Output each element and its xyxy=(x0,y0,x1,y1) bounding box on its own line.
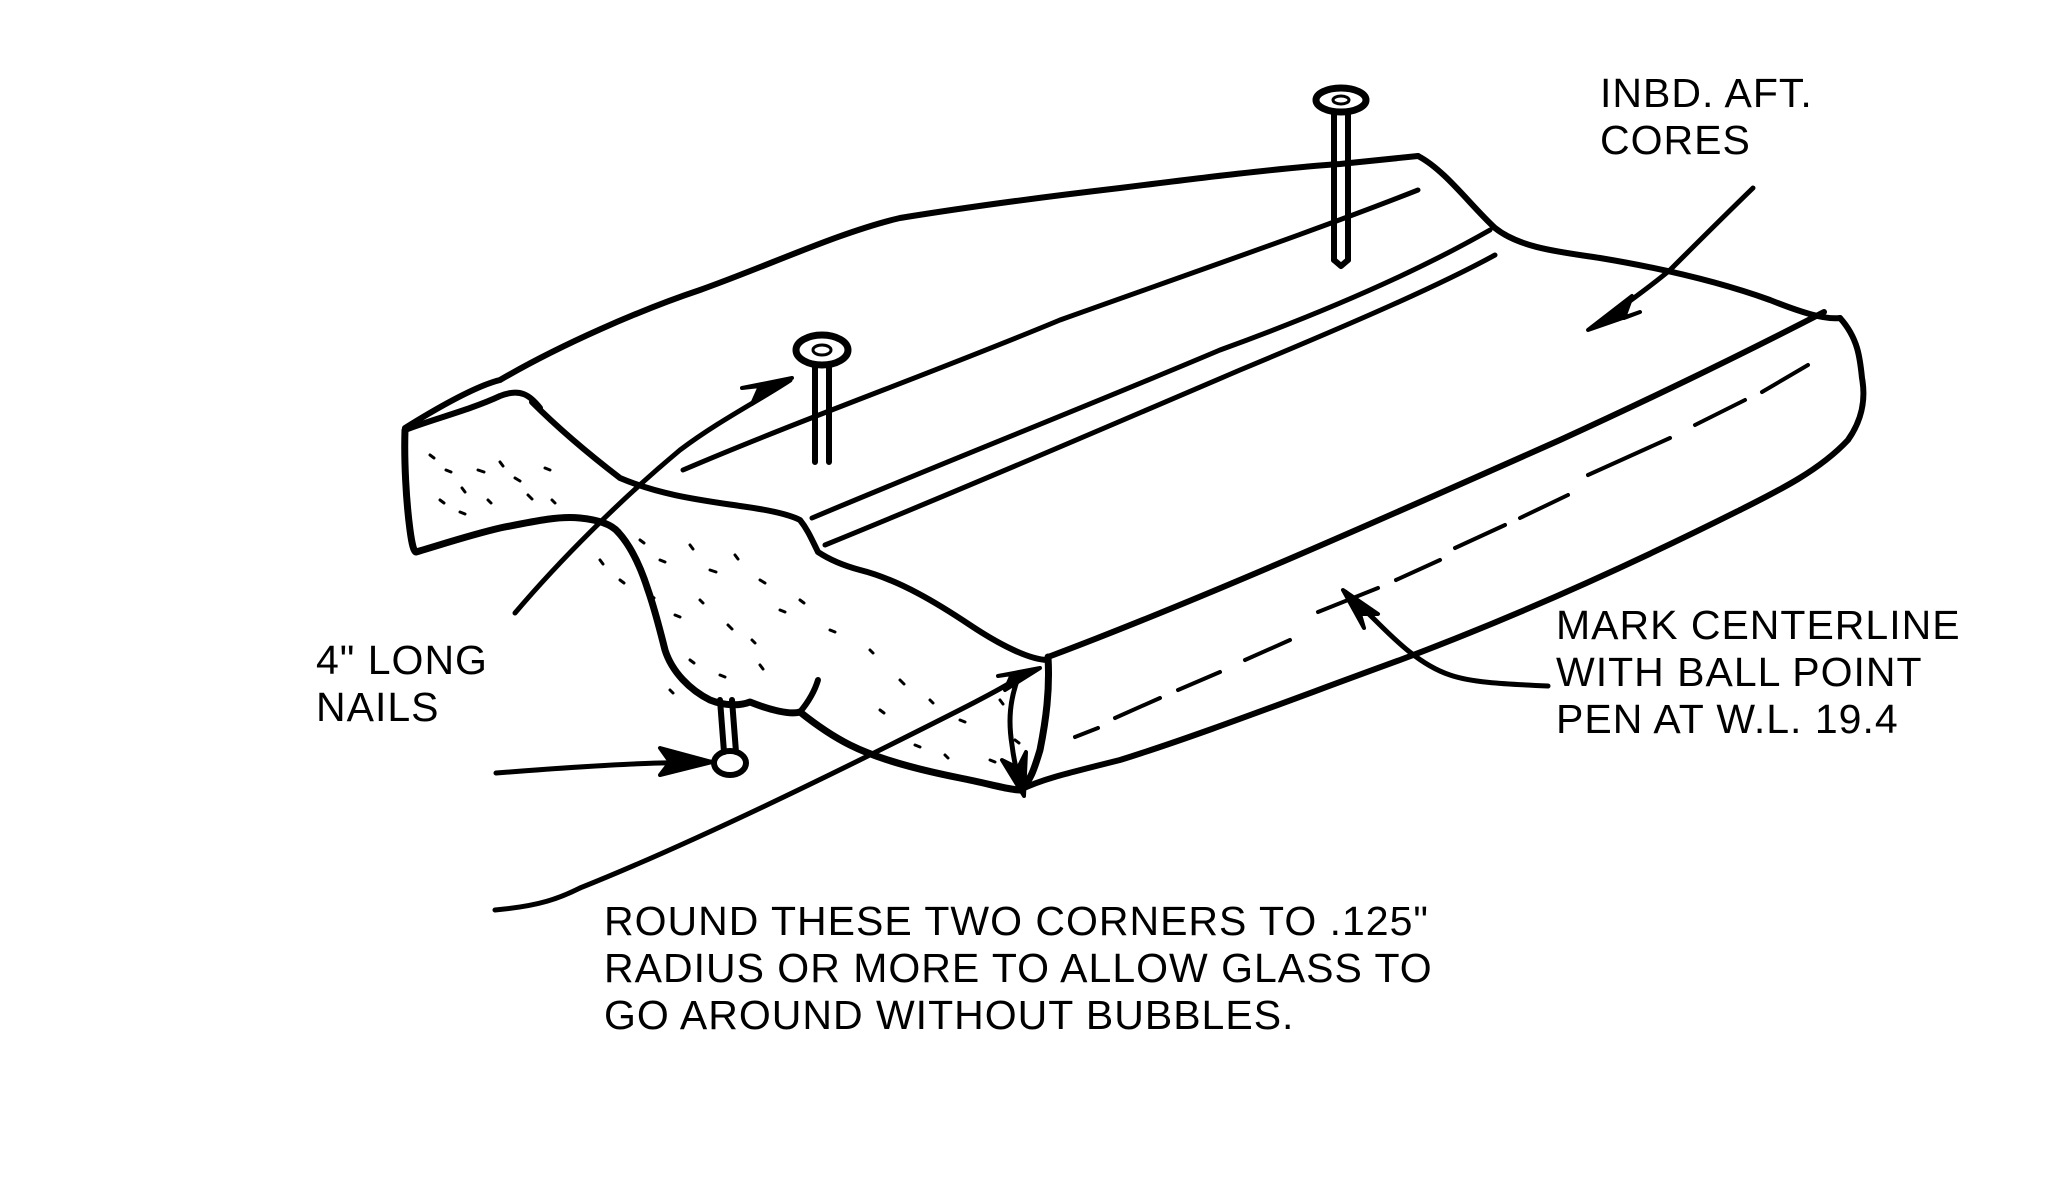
arrowhead-centerline xyxy=(1341,588,1380,630)
arrowhead-corner-bottom xyxy=(1000,750,1028,798)
leader-nails-up xyxy=(512,377,793,616)
core-section-step xyxy=(797,677,821,715)
arrowhead-nails-bottom xyxy=(658,746,714,777)
long-nails-label: 4" LONG NAILS xyxy=(316,637,488,731)
round-line-3: GO AROUND WITHOUT BUBBLES. xyxy=(604,992,1295,1038)
core-front-bottom-edge xyxy=(1017,507,1743,793)
arrowhead-inbd xyxy=(1586,294,1642,332)
core-front-corner-vertical xyxy=(1016,653,1053,794)
leader-nails-bottom xyxy=(493,759,713,776)
mark-line-3: PEN AT W.L. 19.4 xyxy=(1556,696,1899,742)
inbd-aft-cores-label: INBD. AFT. CORES xyxy=(1600,70,1813,164)
inbd-line-2: CORES xyxy=(1600,117,1751,163)
nail-right xyxy=(1312,84,1370,269)
centerline-dashes xyxy=(1073,363,1810,739)
mark-line-1: MARK CENTERLINE xyxy=(1556,602,1961,648)
inbd-line-1: INBD. AFT. xyxy=(1600,70,1813,116)
core-top-back-edge xyxy=(402,153,1421,431)
ridge-line-1 xyxy=(680,187,1421,473)
nail-bottom xyxy=(711,697,749,778)
core-right-end xyxy=(1737,315,1867,513)
core-hump xyxy=(1415,153,1843,322)
round-line-2: RADIUS OR MORE TO ALLOW GLASS TO xyxy=(604,945,1433,991)
core-section-profile xyxy=(529,399,1051,663)
arrowhead-nails-up xyxy=(740,376,794,406)
round-line-1: ROUND THESE TWO CORNERS TO .125" xyxy=(604,898,1429,944)
mark-line-2: WITH BALL POINT xyxy=(1556,649,1923,695)
arrowhead-corner-top xyxy=(996,666,1042,692)
nails-line-2: NAILS xyxy=(316,684,440,730)
nail-left xyxy=(792,331,852,465)
round-corners-note: ROUND THESE TWO CORNERS TO .125" RADIUS … xyxy=(604,898,1433,1039)
foam-stipple xyxy=(428,453,1021,764)
nails-line-1: 4" LONG xyxy=(316,637,488,683)
core-front-top-edge xyxy=(1045,309,1827,660)
ridge-line-2 xyxy=(809,227,1493,521)
leader-corners xyxy=(492,675,1021,913)
mark-centerline-label: MARK CENTERLINE WITH BALL POINT PEN AT W… xyxy=(1556,602,1961,743)
core-section-bottom xyxy=(614,528,1024,794)
ridge-line-3 xyxy=(822,252,1498,548)
core-left-end-face xyxy=(401,426,622,556)
core-left-end-top xyxy=(402,389,543,433)
